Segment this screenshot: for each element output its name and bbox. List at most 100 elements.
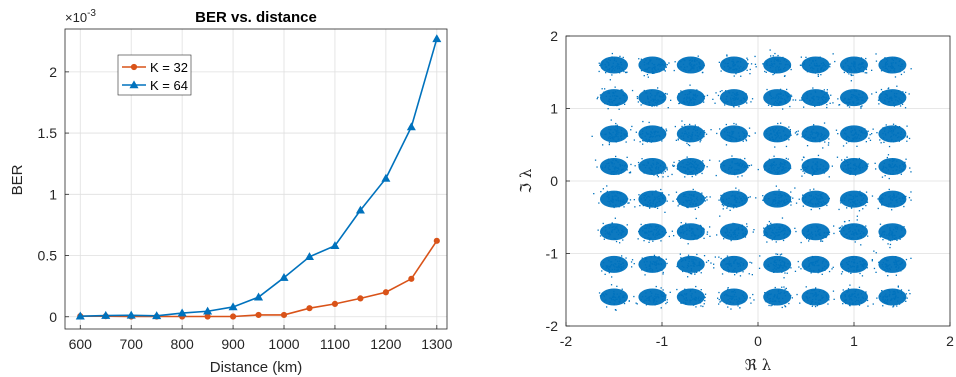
constellation-point: [808, 234, 810, 236]
constellation-point: [777, 172, 780, 174]
constellation-point: [860, 202, 862, 205]
constellation-point: [643, 140, 645, 142]
constellation-point: [699, 65, 701, 68]
constellation-point: [613, 303, 615, 305]
constellation-point: [681, 91, 683, 93]
constellation-point: [809, 262, 812, 264]
constellation-point: [777, 167, 780, 169]
constellation-point: [659, 100, 661, 102]
constellation-point: [696, 137, 698, 140]
constellation-point: [885, 64, 887, 66]
ber-point-k64: [330, 241, 340, 250]
constellation-point: [840, 295, 842, 297]
constellation-point: [626, 224, 628, 226]
constellation-point: [686, 156, 688, 158]
constellation-point: [718, 160, 721, 162]
constellation-point: [693, 194, 695, 196]
constellation-point: [646, 164, 648, 167]
constellation-point: [850, 91, 852, 93]
constellation-point: [728, 260, 731, 262]
constellation-point: [631, 89, 634, 92]
constellation-point: [735, 92, 738, 94]
constellation-point: [777, 290, 780, 292]
constellation-point: [766, 62, 768, 65]
constellation-point: [857, 97, 859, 99]
constellation-point: [691, 235, 693, 237]
ber-legend-marker: [129, 80, 139, 89]
constellation-point: [678, 294, 680, 297]
constellation-point: [845, 269, 847, 272]
constellation-point: [840, 199, 843, 201]
constellation-point: [805, 200, 807, 202]
constellation-point: [602, 262, 605, 264]
constellation-point: [855, 131, 857, 134]
constellation-point: [769, 293, 771, 296]
constellation-point: [723, 66, 726, 68]
constellation-point: [876, 132, 878, 134]
constellation-point: [664, 299, 666, 301]
constellation-point: [637, 161, 640, 164]
constellation-point: [739, 258, 742, 260]
constellation-point: [779, 301, 781, 303]
constellation-point: [811, 69, 813, 71]
constellation-point: [859, 163, 861, 166]
constellation-point: [731, 298, 733, 300]
constellation-point: [695, 198, 698, 200]
constellation-point: [777, 122, 779, 125]
constellation-point: [642, 102, 644, 105]
constellation-point: [809, 268, 811, 270]
constellation-point: [741, 229, 743, 231]
constellation-cluster: [800, 154, 839, 177]
constellation-point: [610, 71, 613, 73]
constellation-point: [744, 166, 746, 168]
constellation-point: [617, 167, 619, 169]
constellation-cluster-core: [720, 158, 748, 175]
constellation-point: [727, 62, 729, 65]
constellation-point: [822, 296, 824, 298]
constellation-point: [601, 270, 603, 272]
constellation-point: [616, 195, 618, 197]
constellation-point: [895, 62, 897, 64]
constellation-point: [621, 255, 623, 257]
constellation-point: [618, 206, 620, 208]
constellation-point: [782, 297, 784, 300]
constellation-point: [665, 128, 667, 130]
constellation-point: [891, 127, 893, 129]
constellation-point: [814, 294, 816, 296]
constellation-point: [812, 169, 814, 171]
constellation-point: [610, 119, 612, 121]
constellation-point: [822, 165, 825, 167]
constellation-point: [846, 101, 848, 103]
constellation-point: [769, 164, 771, 167]
constellation-point: [850, 170, 852, 172]
constellation-point: [819, 64, 821, 67]
constellation-point: [681, 302, 683, 304]
constellation-point: [689, 166, 691, 168]
constellation-point: [894, 261, 896, 264]
constellation-point: [821, 204, 823, 206]
constellation-point: [882, 297, 884, 299]
constellation-point: [861, 105, 863, 107]
constellation-point: [692, 288, 694, 290]
constellation-point: [687, 206, 689, 209]
constellation-point: [905, 300, 907, 302]
constellation-point: [889, 128, 891, 130]
ber-x-label: Distance (km): [210, 359, 303, 376]
constellation-point: [609, 173, 611, 175]
constellation-point: [773, 62, 775, 65]
constellation-point: [651, 71, 653, 73]
constellation-point: [771, 105, 773, 107]
constellation-point: [893, 92, 896, 95]
constellation-point: [776, 59, 778, 61]
constellation-point: [702, 305, 704, 308]
constellation-point: [724, 62, 726, 64]
constellation-point: [608, 260, 610, 262]
constellation-point: [737, 169, 739, 171]
constellation-point: [774, 52, 776, 55]
constellation-point: [777, 136, 779, 138]
constellation-point: [884, 67, 886, 69]
constellation-point: [815, 170, 817, 172]
constellation-point: [852, 94, 854, 96]
constellation-point: [883, 230, 885, 232]
constellation-point: [695, 297, 697, 299]
